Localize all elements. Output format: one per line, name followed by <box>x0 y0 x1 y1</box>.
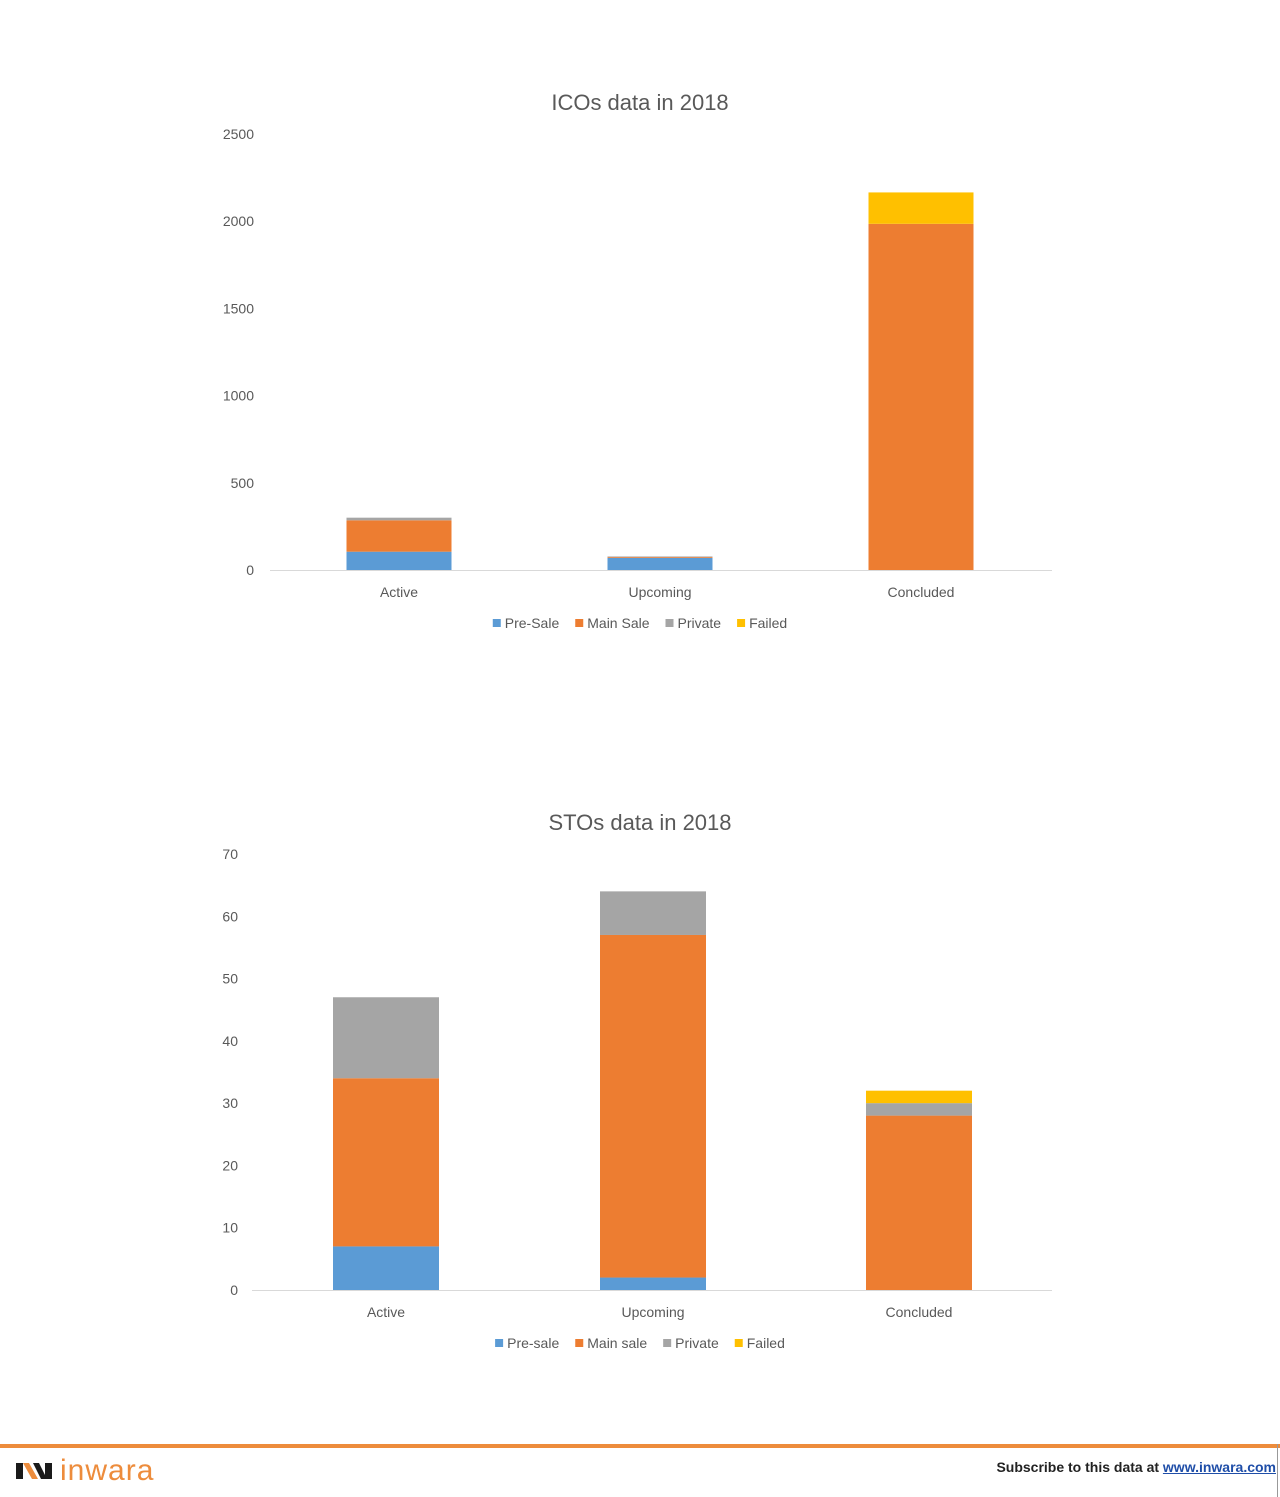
bar-segment <box>600 934 706 1278</box>
subscribe-link[interactable]: www.inwara.com <box>1162 1459 1276 1475</box>
y-tick-label: 0 <box>230 1282 238 1298</box>
x-category-label: Concluded <box>886 1304 953 1320</box>
y-tick-label: 40 <box>222 1033 238 1049</box>
legend-item: Private <box>665 615 722 631</box>
bar-segment <box>346 520 452 552</box>
legend-label: Private <box>675 1335 719 1351</box>
legend-label: Private <box>678 615 722 631</box>
x-category-label: Active <box>367 1304 405 1320</box>
chart-title: ICOs data in 2018 <box>551 90 728 115</box>
x-category-label: Upcoming <box>628 584 691 600</box>
bar-segment <box>600 1277 706 1290</box>
icos-chart-svg: ICOs data in 2018 0 500 1000 1500 2000 2500 Act… <box>223 90 1052 631</box>
legend-label: Main Sale <box>587 615 649 631</box>
y-tick-label: 2000 <box>223 213 254 229</box>
y-tick-label: 60 <box>222 908 238 924</box>
stos-chart-svg: STOs data in 2018 0 10 20 30 40 50 60 70 Active Up… <box>222 810 1052 1351</box>
y-tick-label: 50 <box>222 971 238 987</box>
footer-edge <box>1277 1444 1278 1497</box>
footer: inwara Subscribe to this data at www.inw… <box>0 1444 1280 1497</box>
legend-swatch <box>492 619 501 627</box>
legend-item: Main Sale <box>575 615 650 631</box>
legend-label: Pre-sale <box>507 1335 559 1351</box>
y-tick-label: 0 <box>246 562 254 578</box>
bar-segment <box>333 997 439 1079</box>
bar-segment <box>600 891 706 935</box>
bar-segment <box>333 1078 439 1247</box>
bar-segment <box>346 517 452 521</box>
legend-swatch <box>734 1339 743 1347</box>
bar-segment <box>868 223 974 571</box>
y-tick-label: 500 <box>231 475 255 491</box>
x-category-label: Upcoming <box>621 1304 684 1320</box>
legend-item: Failed <box>737 615 787 631</box>
legend-swatch <box>737 619 746 627</box>
legend-item: Pre-sale <box>495 1335 559 1351</box>
legend-item: Main sale <box>575 1335 647 1351</box>
logo-text: inwara <box>60 1454 155 1487</box>
legend-label: Main sale <box>587 1335 647 1351</box>
legend-item: Pre-Sale <box>492 615 560 631</box>
bar-segment <box>866 1103 972 1116</box>
x-category-label: Active <box>380 584 418 600</box>
bar-segment <box>333 1246 439 1290</box>
legend-label: Failed <box>749 615 787 631</box>
bar-segment <box>346 551 452 570</box>
subscribe-text: Subscribe to this data at <box>996 1459 1163 1475</box>
bar-segment <box>607 557 713 570</box>
legend-swatch <box>663 1339 672 1347</box>
bar-segment <box>607 556 713 558</box>
x-category-label: Concluded <box>888 584 955 600</box>
chart-title: STOs data in 2018 <box>548 810 731 835</box>
bar-segment <box>866 1115 972 1290</box>
inwara-logo[interactable]: inwara <box>16 1456 154 1486</box>
legend-item: Failed <box>734 1335 785 1351</box>
legend-swatch <box>575 619 584 627</box>
chart-legend: Pre-Sale Main Sale Private Failed <box>492 615 787 631</box>
legend-item: Private <box>663 1335 719 1351</box>
bar-segment <box>868 192 974 224</box>
bar-segment <box>866 1090 972 1104</box>
legend-swatch <box>575 1339 584 1347</box>
stos-chart: STOs data in 2018 0 10 20 30 40 50 60 70 Active Up… <box>0 780 1280 1380</box>
legend-label: Pre-Sale <box>505 615 560 631</box>
legend-swatch <box>495 1339 504 1347</box>
y-tick-label: 70 <box>222 846 238 862</box>
y-tick-label: 1000 <box>223 388 254 404</box>
y-tick-label: 1500 <box>223 300 254 316</box>
bar-segment <box>607 556 713 557</box>
legend-label: Failed <box>747 1335 785 1351</box>
subscribe-note: Subscribe to this data at www.inwara.com <box>996 1459 1276 1475</box>
y-tick-label: 30 <box>222 1095 238 1111</box>
y-tick-label: 10 <box>222 1220 238 1236</box>
legend-swatch <box>665 619 674 627</box>
chart-legend: Pre-sale Main sale Private Failed <box>495 1335 785 1351</box>
y-tick-label: 2500 <box>223 126 254 142</box>
footer-divider <box>0 1444 1280 1448</box>
y-tick-label: 20 <box>222 1157 238 1173</box>
icos-chart: ICOs data in 2018 0 500 1000 1500 2000 2500 Act… <box>0 60 1280 660</box>
inwara-logo-icon <box>16 1463 52 1479</box>
